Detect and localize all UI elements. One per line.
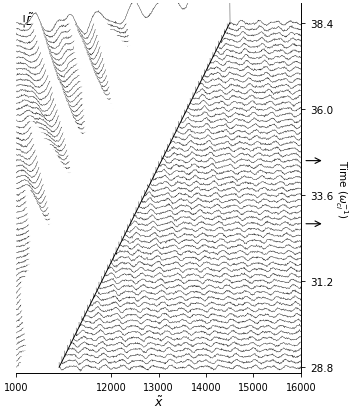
- Text: $|\tilde{B}|$: $|\tilde{B}|$: [21, 12, 38, 30]
- Y-axis label: Time ($\omega_{ci}^{-1}$): Time ($\omega_{ci}^{-1}$): [333, 159, 350, 218]
- X-axis label: $\tilde{x}$: $\tilde{x}$: [154, 394, 164, 409]
